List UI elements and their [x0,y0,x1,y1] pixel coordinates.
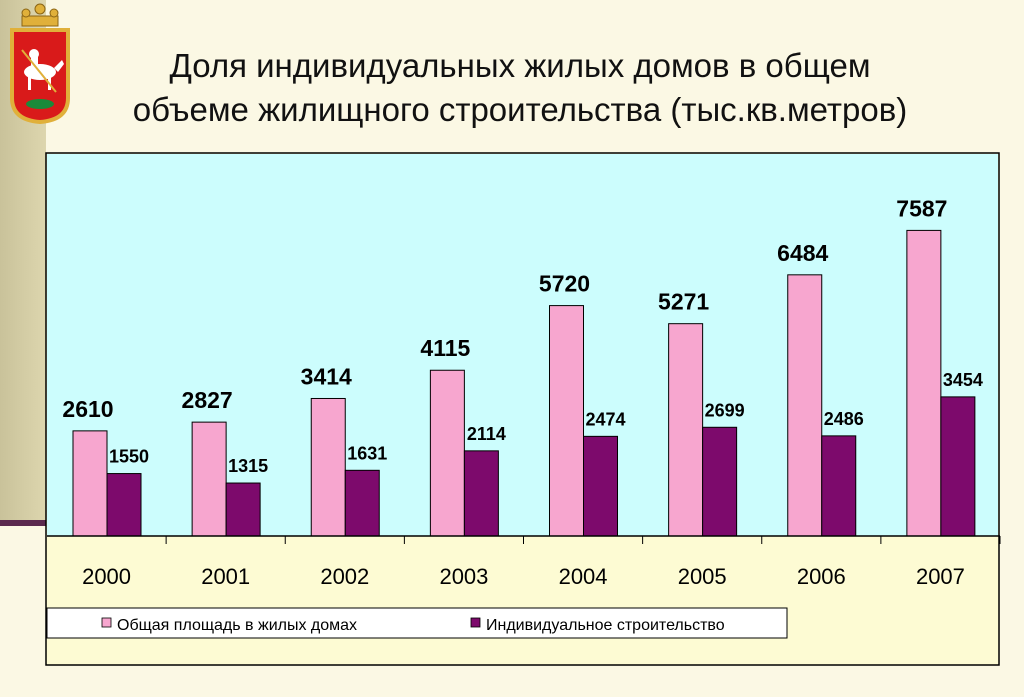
bar-series-b-2005 [702,426,738,537]
bar-series-b-2001 [225,482,261,537]
data-label-series-b-2003: 2114 [467,424,506,444]
legend-swatch-series-b [470,617,481,628]
bar-series-b-2007 [940,396,976,537]
bar-series-a-2004 [549,305,584,537]
data-label-series-b-2000: 1550 [109,447,149,467]
bar-series-b-2004 [583,435,618,537]
legend-box [46,607,788,639]
x-tick-label-2006: 2006 [797,564,846,589]
data-label-series-a-2001: 2827 [182,387,233,413]
decor-stripe [0,520,50,526]
bar-series-a-2003 [429,369,465,537]
data-label-series-b-2001: 1315 [228,456,268,476]
data-label-series-a-2007: 7587 [896,195,947,221]
data-label-series-a-2005: 5271 [658,289,709,315]
x-tick-label-2002: 2002 [320,564,369,589]
bar-series-b-2000 [106,473,142,537]
x-tick-label-2000: 2000 [82,564,131,589]
x-tick-label-2007: 2007 [916,564,965,589]
bar-series-a-2001 [191,421,227,537]
slide-title: Доля индивидуальных жилых домов в общем … [60,44,980,132]
data-label-series-b-2002: 1631 [347,443,387,463]
data-label-series-b-2005: 2699 [705,400,745,420]
data-label-series-a-2000: 2610 [62,396,113,422]
slide-title-line-1: Доля индивидуальных жилых домов в общем [169,47,871,84]
legend-label-series-b: Индивидуальное строительство [486,617,725,634]
x-tick-label-2003: 2003 [439,564,488,589]
data-label-series-a-2003: 4115 [420,335,470,361]
data-label-series-b-2007: 3454 [943,370,983,390]
bar-series-a-2002 [310,397,346,537]
data-label-series-a-2002: 3414 [301,363,352,389]
legend-label-series-a: Общая площадь в жилых домах [117,617,357,634]
x-tick-label-2004: 2004 [559,564,608,589]
slide-title-line-2: объеме жилищного строительства (тыс.кв.м… [132,91,908,128]
x-tick-label-2001: 2001 [201,564,250,589]
data-label-series-b-2004: 2474 [585,409,625,429]
bar-series-b-2006 [821,435,857,537]
bar-series-b-2002 [344,469,380,537]
legend-swatch-series-a [101,617,112,628]
bar-series-b-2003 [463,450,499,537]
x-tick-label-2005: 2005 [678,564,727,589]
data-label-series-b-2006: 2486 [824,409,864,429]
bar-series-a-2000 [72,430,108,537]
bar-series-a-2007 [906,229,942,537]
bar-series-a-2005 [668,323,704,537]
bar-series-a-2006 [787,274,823,537]
data-label-series-a-2006: 6484 [777,240,828,266]
data-label-series-a-2004: 5720 [539,271,590,297]
moscow-oblast-coat-of-arms-icon [10,3,70,124]
